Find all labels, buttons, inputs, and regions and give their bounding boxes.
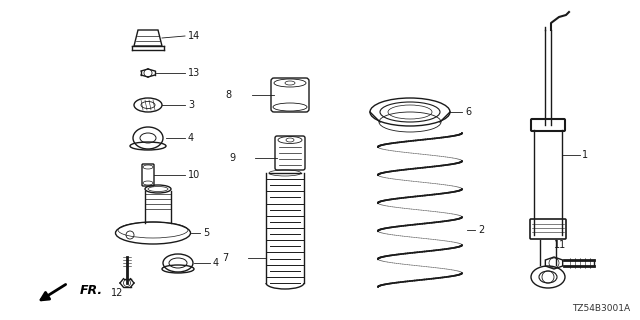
Text: 4: 4 bbox=[188, 133, 194, 143]
Text: 13: 13 bbox=[188, 68, 200, 78]
Text: 5: 5 bbox=[203, 228, 209, 238]
Text: 3: 3 bbox=[188, 100, 194, 110]
Text: 10: 10 bbox=[188, 170, 200, 180]
Text: 9: 9 bbox=[229, 153, 235, 163]
Text: TZ54B3001A: TZ54B3001A bbox=[572, 304, 630, 313]
Text: 8: 8 bbox=[226, 90, 232, 100]
Text: 2: 2 bbox=[478, 225, 484, 235]
Text: 14: 14 bbox=[188, 31, 200, 41]
Text: 1: 1 bbox=[582, 150, 588, 160]
Text: FR.: FR. bbox=[80, 284, 103, 297]
Text: 4: 4 bbox=[213, 258, 219, 268]
Text: 11: 11 bbox=[554, 240, 566, 250]
Text: 6: 6 bbox=[465, 107, 471, 117]
Text: 12: 12 bbox=[111, 288, 123, 298]
Text: 7: 7 bbox=[221, 253, 228, 263]
